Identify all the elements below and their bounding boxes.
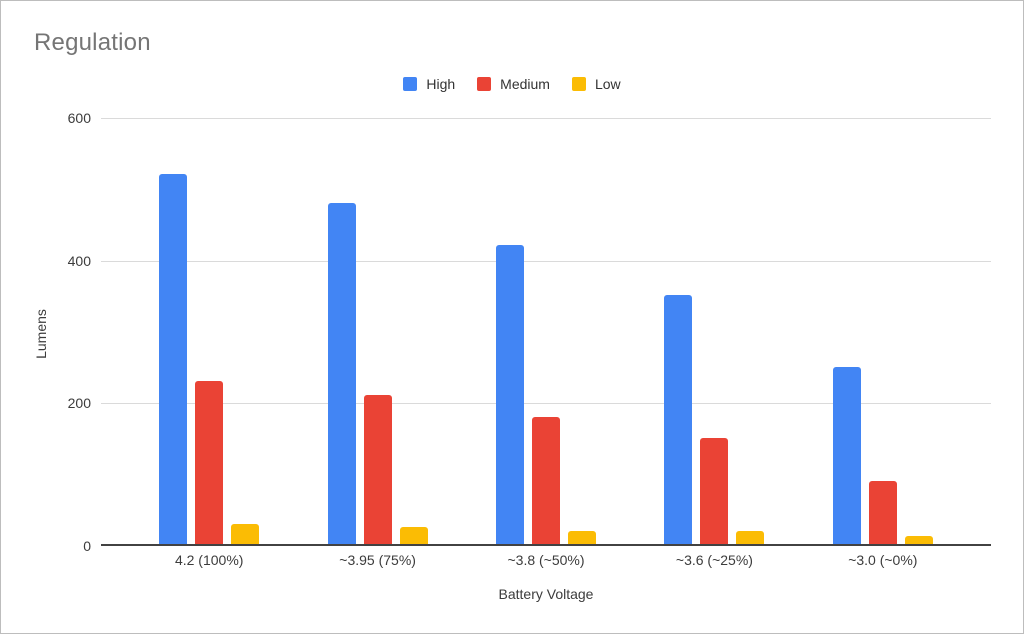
legend-item-high: High [403,76,455,92]
y-tick-label-400: 400 [67,252,91,269]
x-tick-label-3: ~3.6 (~25%) [675,552,753,568]
x-tick-label-1: ~3.95 (75%) [339,552,416,568]
bar-low-4 [904,535,933,545]
y-tick-label-600: 600 [67,110,91,126]
legend-swatch-medium-icon [477,77,492,91]
legend-label: High [426,76,456,92]
gridline-400 [101,260,991,262]
bar-medium-0 [195,380,224,545]
bar-high-0 [159,174,188,545]
bar-groups [125,118,967,545]
bar-low-3 [736,530,765,545]
bar-medium-2 [532,416,561,545]
gridline-600 [101,118,991,119]
bar-medium-4 [868,480,897,545]
bar-group-1 [293,118,461,545]
legend-item-medium: Medium [477,76,550,92]
gridline-200 [101,403,991,405]
bar-group-4 [799,118,967,545]
bar-medium-3 [700,438,729,545]
bar-low-1 [399,527,428,545]
x-tick-label-2: ~3.8 (~50%) [507,552,585,568]
bar-group-0 [125,118,293,545]
bar-group-3 [630,118,798,545]
bar-low-2 [568,530,597,545]
y-axis-title: Lumens [33,309,49,359]
chart-title: Regulation [34,29,151,56]
x-axis-line [101,544,991,546]
plot-area [101,118,991,546]
legend-swatch-low-icon [571,77,586,91]
x-tick-label-4: ~3.0 (~0%) [848,552,918,568]
bar-low-0 [231,523,260,545]
legend-item-low: Low [571,76,621,92]
y-tick-label-0: 0 [83,538,91,554]
bar-high-1 [327,202,356,545]
y-tick-label-200: 200 [67,395,91,412]
x-tick-label-0: 4.2 (100%) [174,552,244,568]
bar-high-3 [664,295,693,545]
bar-medium-1 [363,395,392,545]
x-axis-title: Battery Voltage [498,586,594,602]
y-axis-ticks: 0 200 400 600 [1,110,91,554]
chart-legend: High Medium Low [1,76,1023,92]
legend-label: Low [594,76,621,92]
x-axis-labels: 4.2 (100%) ~3.95 (75%) ~3.8 (~50%) ~3.6 (~2… [125,552,967,568]
legend-swatch-high-icon [403,77,418,91]
bar-high-4 [832,366,861,545]
legend-label: Medium [500,76,550,92]
bar-group-2 [462,118,630,545]
bar-high-2 [496,245,525,545]
